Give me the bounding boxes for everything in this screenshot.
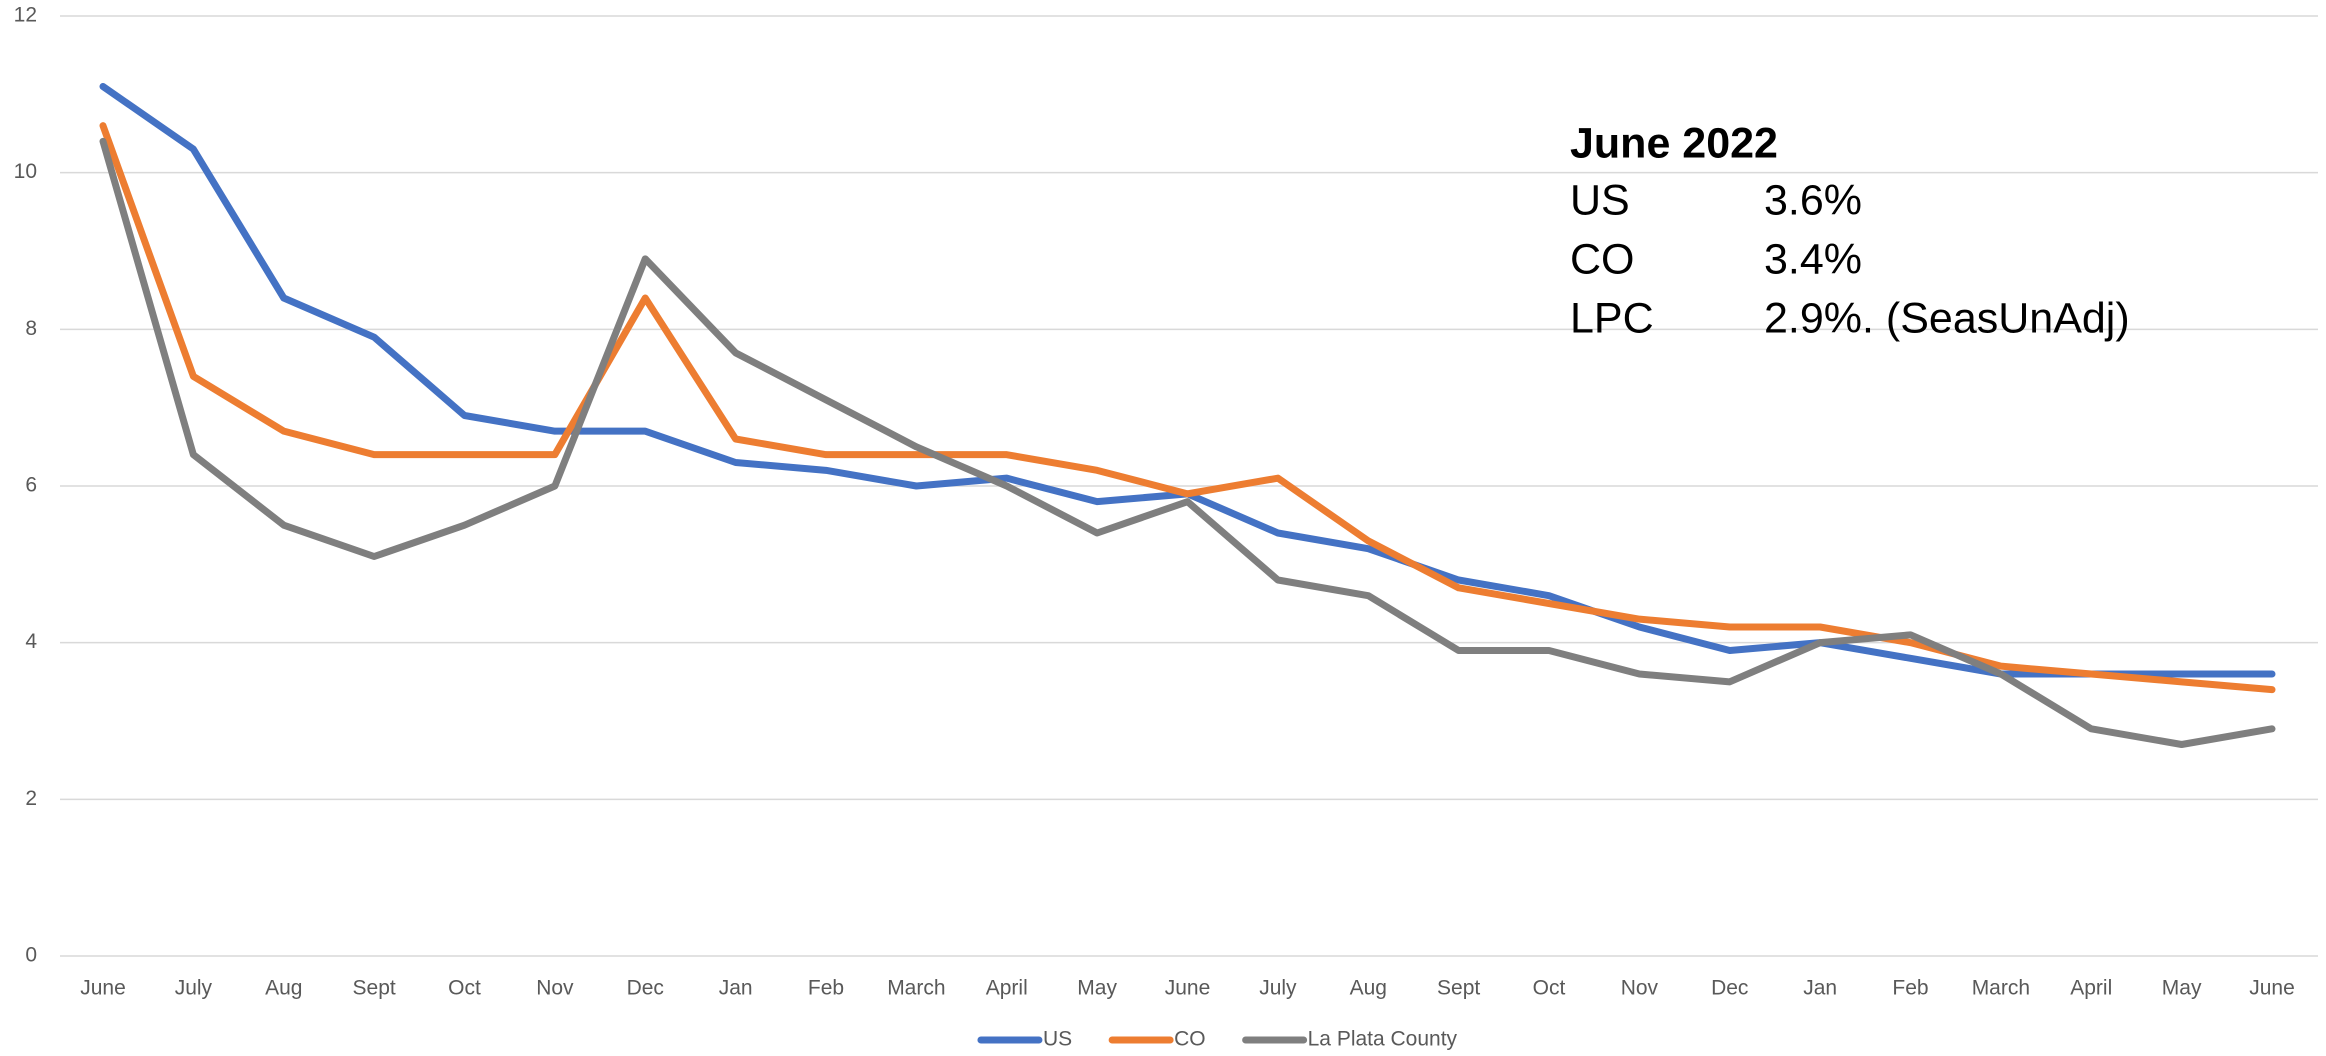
legend-label: US [1043,1028,1072,1051]
series-line [99,122,2276,694]
x-tick-label: Feb [1892,977,1928,1000]
annotation-title: June 2022 [1570,119,1778,167]
x-tick-label: May [1077,977,1117,1000]
y-tick-label: 6 [25,474,37,497]
annotation-text: 2.9%. (SeasUnAdj) [1764,294,2130,342]
x-tick-label: Dec [1711,977,1748,1000]
annotation-text: LPC [1570,294,1654,342]
x-tick-label: Aug [1350,977,1387,1000]
y-tick-label: 2 [25,787,37,810]
x-tick-label: June [2249,977,2295,1000]
x-tick-label: Oct [448,977,481,1000]
y-tick-label: 12 [14,4,37,27]
x-tick-label: Jan [1803,977,1837,1000]
series-line [99,83,2276,678]
y-tick-label: 8 [25,317,37,340]
x-tick-label: June [1165,977,1211,1000]
y-tick-label: 4 [25,630,37,653]
x-tick-label: April [2070,977,2112,1000]
x-tick-label: April [986,977,1028,1000]
legend-label: La Plata County [1308,1028,1458,1051]
y-tick-label: 0 [25,944,37,967]
x-tick-label: March [887,977,945,1000]
annotation-text: CO [1570,235,1635,283]
x-tick-label: May [2162,977,2202,1000]
annotation-text: 3.6% [1764,176,1862,224]
x-tick-label: Dec [627,977,664,1000]
x-tick-label: Nov [536,977,574,1000]
x-tick-label: July [1259,977,1297,1000]
x-tick-label: Sept [353,977,396,1000]
x-tick-label: Jan [719,977,753,1000]
x-tick-label: June [80,977,126,1000]
series-line [99,137,2276,748]
annotation-text: US [1570,176,1630,224]
x-tick-label: Sept [1437,977,1480,1000]
legend-label: CO [1174,1028,1206,1051]
x-tick-label: March [1972,977,2030,1000]
x-tick-label: Feb [808,977,844,1000]
x-tick-label: Nov [1621,977,1659,1000]
annotation-text: 3.4% [1764,235,1862,283]
x-tick-label: July [175,977,213,1000]
y-tick-label: 10 [14,160,37,183]
x-tick-label: Oct [1533,977,1566,1000]
x-tick-label: Aug [265,977,302,1000]
